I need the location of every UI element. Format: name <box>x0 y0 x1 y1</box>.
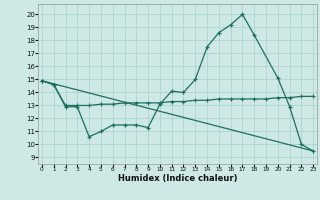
X-axis label: Humidex (Indice chaleur): Humidex (Indice chaleur) <box>118 174 237 183</box>
